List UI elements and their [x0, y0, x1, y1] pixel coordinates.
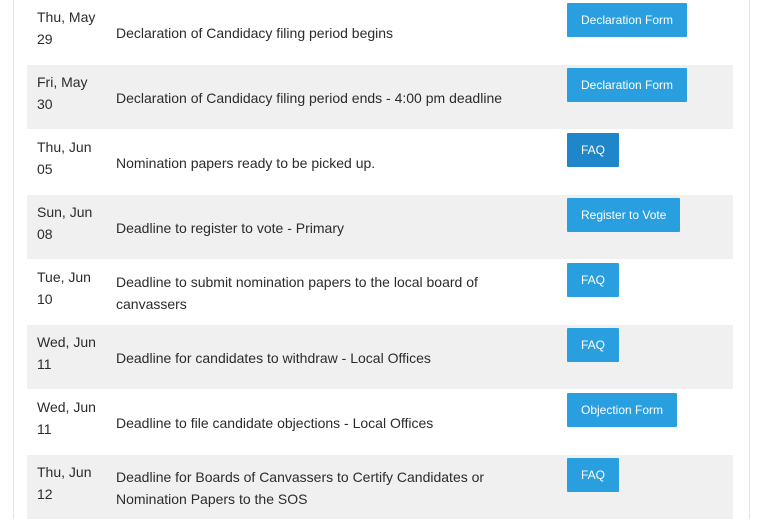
date-day: 11 [37, 356, 52, 372]
table-row: Fri, May 30 Declaration of Candidacy fil… [27, 65, 733, 130]
event-description: Deadline to submit nomination papers to … [116, 273, 478, 312]
date-weekday-month: Thu, Jun [37, 139, 92, 155]
date-day: 12 [37, 486, 53, 502]
table-row: Tue, Jun 10 Deadline to submit nominatio… [27, 260, 733, 325]
event-date: Sun, Jun 08 [37, 201, 107, 245]
event-date: Thu, May 29 [37, 6, 107, 50]
date-day: 10 [37, 291, 53, 307]
date-weekday-month: Tue, Jun [37, 269, 91, 285]
table-row: Sun, Jun 08 Deadline to register to vote… [27, 195, 733, 260]
declaration-form-button[interactable]: Declaration Form [567, 3, 688, 37]
date-weekday-month: Thu, May [37, 9, 96, 25]
date-weekday-month: Thu, Jun [37, 464, 92, 480]
event-description: Deadline for candidates to withdraw - Lo… [116, 349, 431, 366]
table-row: Thu, Jun 12 Deadline for Boards of Canva… [27, 455, 733, 520]
table-row: Wed, Jun 11 Deadline to file candidate o… [27, 390, 733, 455]
date-day: 29 [37, 31, 53, 47]
declaration-form-button[interactable]: Declaration Form [567, 68, 688, 102]
date-day: 05 [37, 161, 53, 177]
event-description: Declaration of Candidacy filing period b… [116, 24, 394, 41]
event-date: Fri, May 30 [37, 71, 107, 115]
election-calendar-table: Thu, May 29 Declaration of Candidacy fil… [27, 0, 733, 520]
event-description: Declaration of Candidacy filing period e… [116, 89, 503, 106]
event-date: Wed, Jun 11 [37, 331, 107, 375]
date-day: 08 [37, 226, 53, 242]
faq-button[interactable]: FAQ [567, 328, 620, 362]
event-description: Deadline to register to vote - Primary [116, 219, 344, 236]
table-row: Thu, Jun 05 Nomination papers ready to b… [27, 130, 733, 195]
register-to-vote-button[interactable]: Register to Vote [567, 198, 681, 232]
event-description: Nomination papers ready to be picked up. [116, 154, 376, 171]
event-description: Deadline for Boards of Canvassers to Cer… [116, 468, 485, 507]
date-weekday-month: Sun, Jun [37, 204, 93, 220]
date-weekday-month: Wed, Jun [37, 334, 96, 350]
table-row: Wed, Jun 11 Deadline for candidates to w… [27, 325, 733, 390]
event-date: Tue, Jun 10 [37, 266, 107, 310]
event-date: Thu, Jun 05 [37, 136, 107, 180]
date-weekday-month: Fri, May [37, 74, 88, 90]
date-day: 11 [37, 421, 52, 437]
date-weekday-month: Wed, Jun [37, 399, 96, 415]
event-date: Thu, Jun 12 [37, 461, 107, 505]
event-date: Wed, Jun 11 [37, 396, 107, 440]
objection-form-button[interactable]: Objection Form [567, 393, 678, 427]
event-description: Deadline to file candidate objections - … [116, 414, 434, 431]
faq-button[interactable]: FAQ [567, 133, 620, 167]
table-row: Thu, May 29 Declaration of Candidacy fil… [27, 0, 733, 65]
faq-button[interactable]: FAQ [567, 263, 620, 297]
faq-button[interactable]: FAQ [567, 458, 620, 492]
date-day: 30 [37, 96, 53, 112]
